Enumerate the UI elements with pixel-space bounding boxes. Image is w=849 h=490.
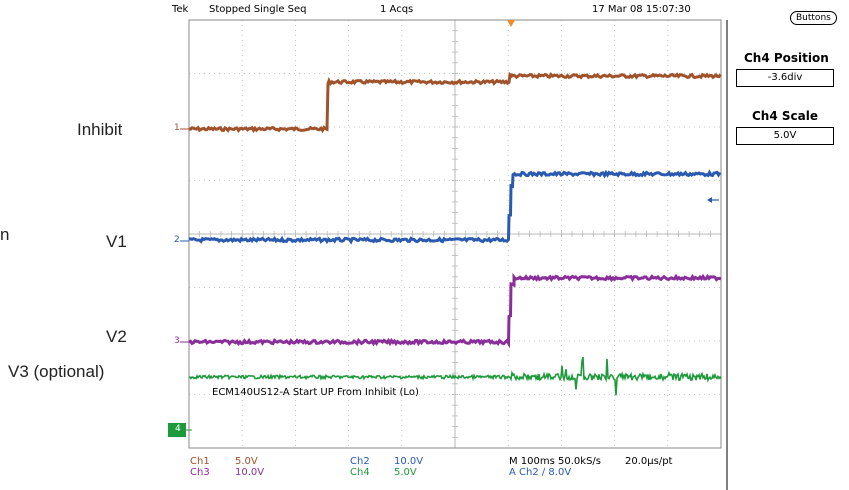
ch2-marker: 2 [174,235,180,245]
label-v2: V2 [106,327,127,346]
ch3-trace [188,272,722,349]
acquisition-state: Stopped Single Seq [209,4,307,15]
ch4-scale-value[interactable]: 5.0V [736,127,834,145]
ch4-marker: 4 [175,424,181,434]
buttons-button[interactable]: Buttons [790,11,837,25]
ch3-name: Ch3 [190,467,210,478]
ch1-trace [188,71,722,134]
ch2-scale: 10.0V [394,456,424,467]
ch4-position-title: Ch4 Position [744,51,829,65]
ch1-marker: 1 [174,123,180,133]
ch1-scale: 5.0V [235,456,258,467]
graticule-border [188,19,722,449]
ch4-trace [188,356,722,396]
label-v3: V3 (optional) [8,362,105,381]
ch4-scale: 5.0V [394,467,417,478]
date-time: 17 Mar 08 15:07:30 [592,4,691,15]
ch4-ground-marker-box [168,423,186,437]
ch4-position-value[interactable]: -3.6div [736,69,834,87]
label-inhibit: Inhibit [77,120,123,139]
ch4-name: Ch4 [350,467,370,478]
brand-label: Tek [172,4,189,15]
resolution-readout: 20.0μs/pt [625,456,673,467]
waveform-annotation: ECM140US12-A Start UP From Inhibit (Lo) [212,387,419,398]
label-cut-letter: n [0,225,10,244]
ch3-marker: 3 [174,336,180,346]
traces [188,71,722,396]
trigger-readout: A Ch2 ∕ 8.0V [509,467,572,478]
acquisition-count: 1 Acqs [380,4,414,15]
timebase-readout: M 100ms 50.0kS/s [509,456,602,467]
label-v1: V1 [106,232,127,251]
ch2-trace [188,169,722,245]
trigger-level-arrowhead [707,197,712,203]
ch4-scale-title: Ch4 Scale [752,109,818,123]
ch2-name: Ch2 [350,456,370,467]
ch1-name: Ch1 [190,456,210,467]
trigger-position-marker [507,20,515,27]
ch3-scale: 10.0V [235,467,265,478]
